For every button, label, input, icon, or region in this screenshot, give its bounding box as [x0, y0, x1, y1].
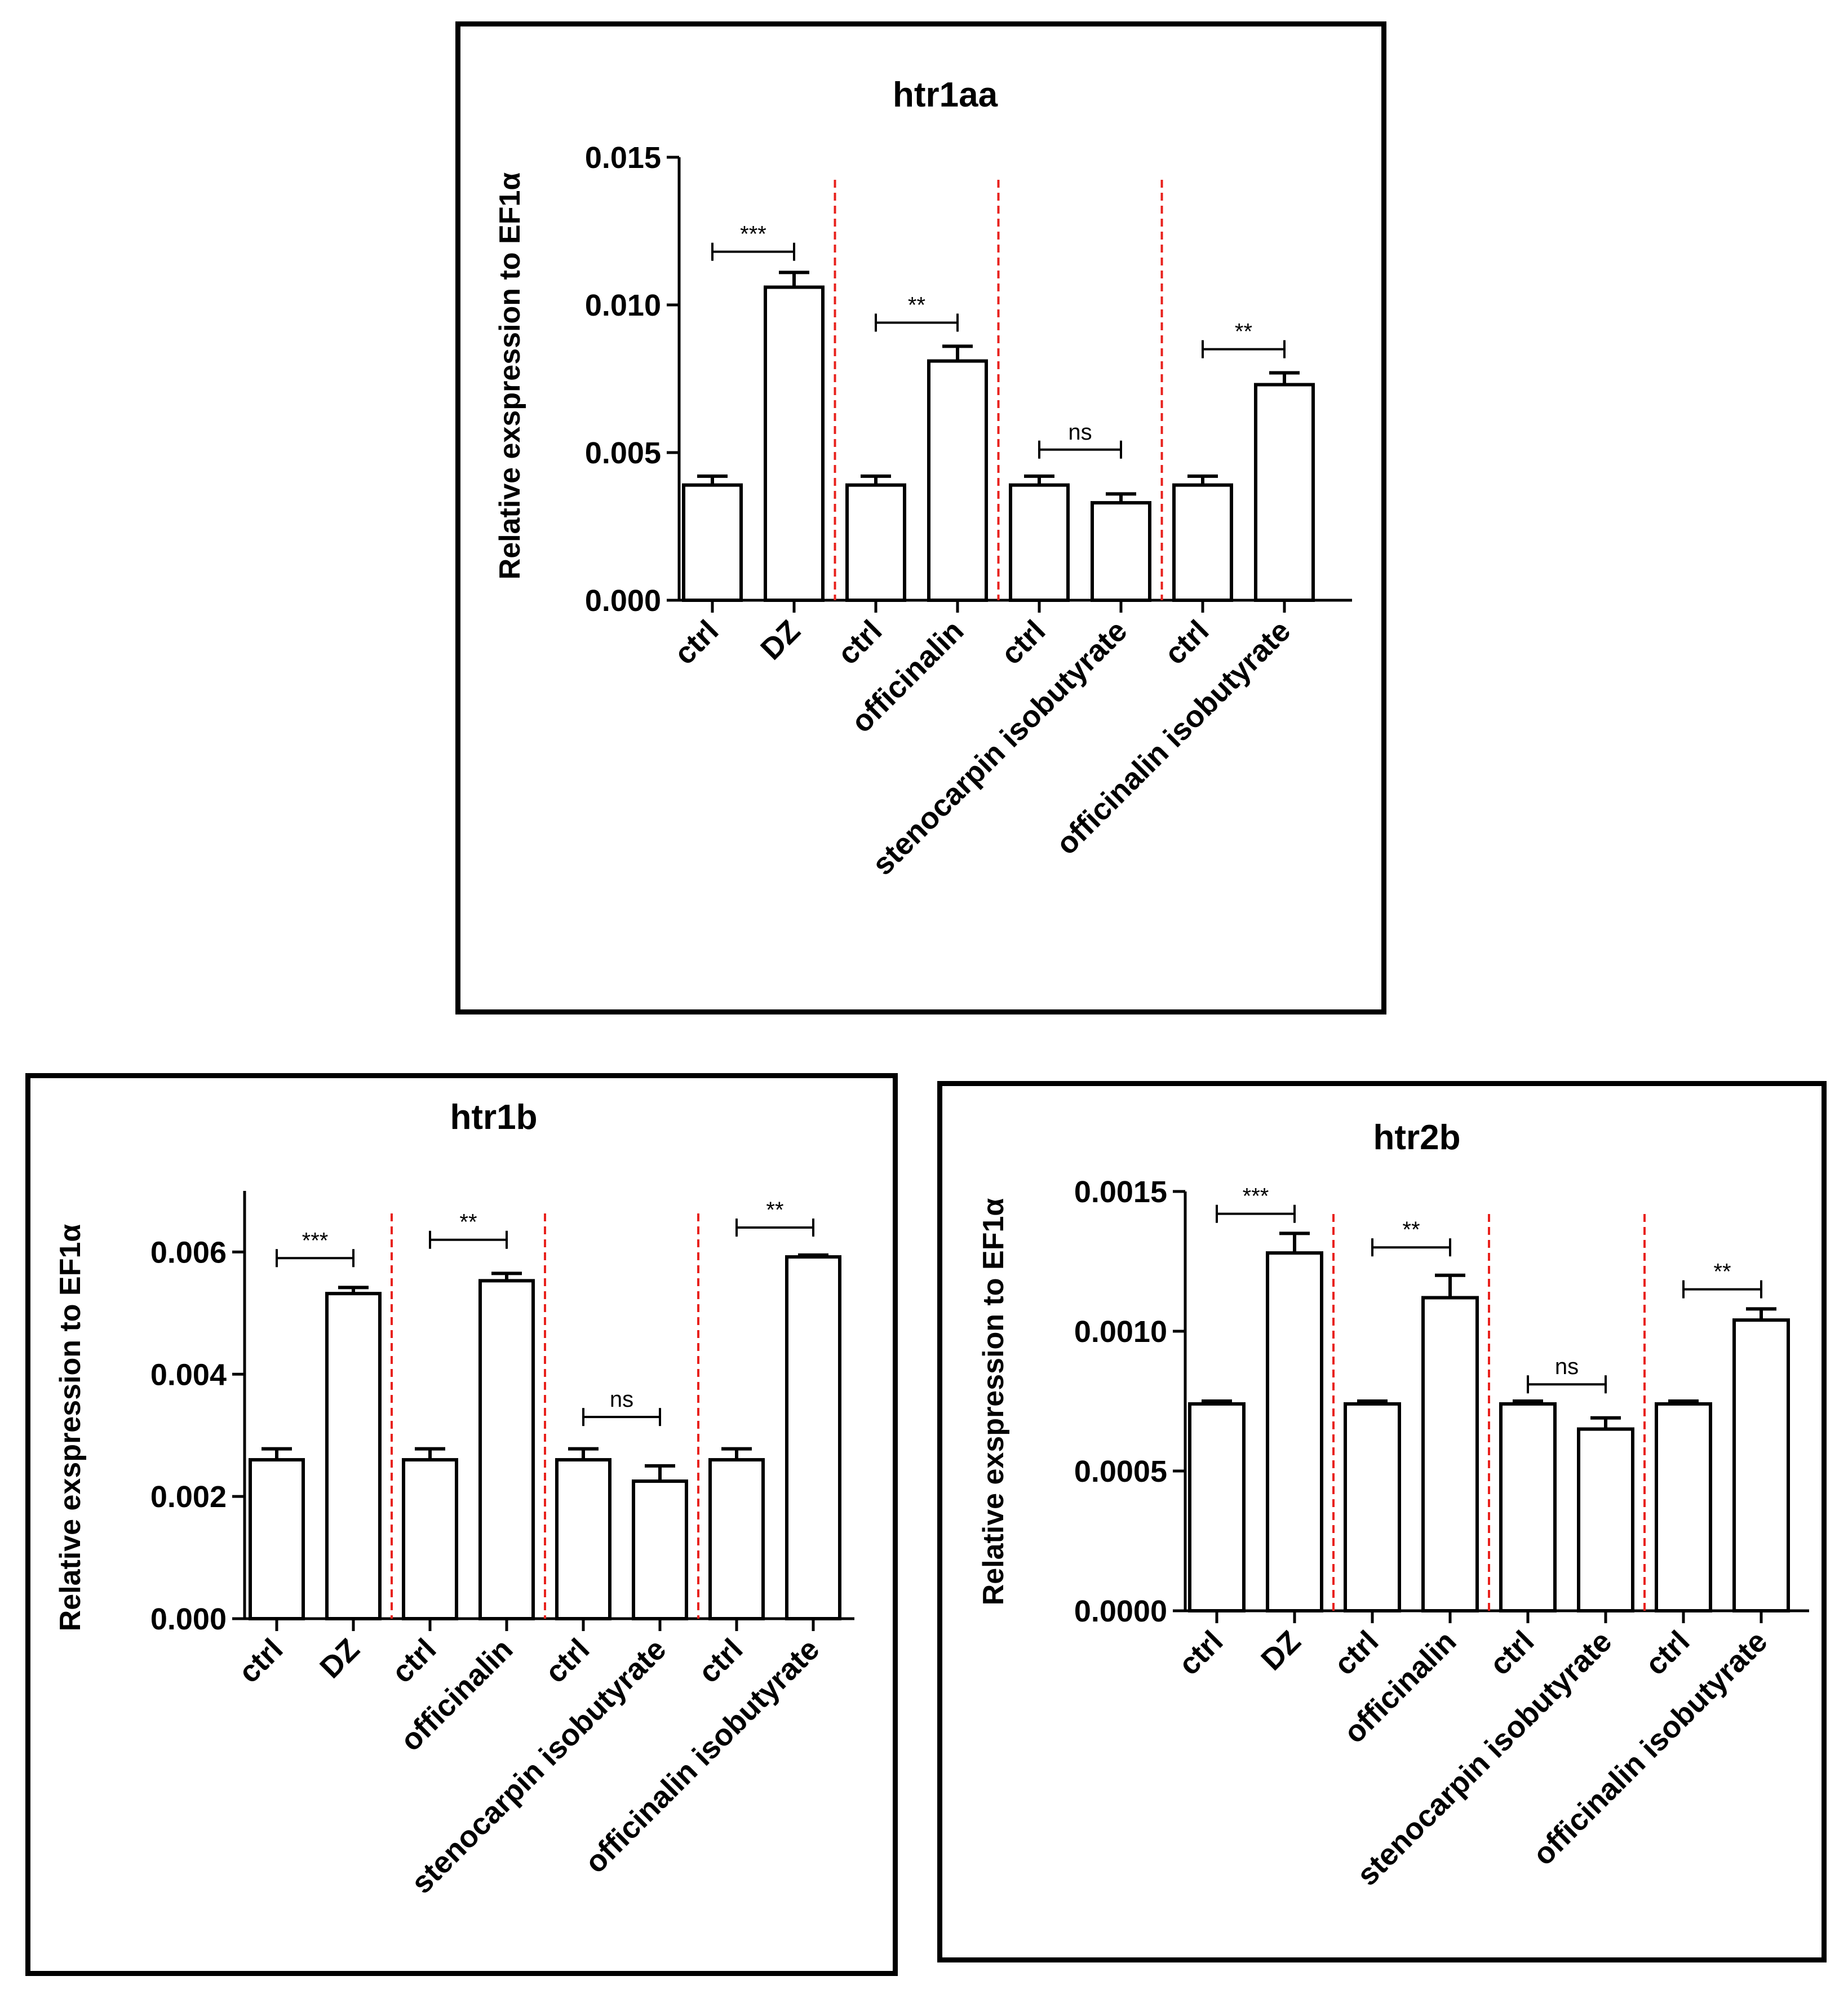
y-axis-label: Relative exspression to EF1α: [494, 172, 526, 580]
chart-htr2b: htr2b Relative exspression to EF1α 0.0000 0…: [977, 1118, 1809, 1892]
bar: [1091, 501, 1151, 602]
bar: [764, 285, 825, 602]
bar: [478, 1279, 535, 1620]
category-label: ctrl: [1158, 614, 1216, 671]
bar: [1499, 1402, 1557, 1613]
category-label: ctrl: [668, 614, 725, 671]
significance-label: ***: [740, 222, 766, 247]
category-label: ctrl: [831, 614, 889, 671]
bar: [402, 1458, 458, 1620]
significance-label: ns: [1555, 1354, 1579, 1379]
significance-label: ns: [610, 1387, 633, 1412]
category-label: DZ: [1255, 1624, 1307, 1677]
bar: [927, 359, 988, 602]
bar: [682, 483, 743, 602]
y-axis-label: Relative exspression to EF1α: [977, 1198, 1010, 1606]
chart-htr1aa: htr1aa Relative exspression to EF1α 0.000 0…: [494, 76, 1352, 881]
y-tick-label: 0.005: [585, 436, 661, 470]
significance-label: **: [1402, 1217, 1420, 1242]
bar: [325, 1292, 382, 1621]
category-label: DZ: [313, 1632, 366, 1685]
y-tick-label: 0.004: [150, 1358, 227, 1392]
category-label: ctrl: [692, 1632, 750, 1690]
bar: [1254, 383, 1315, 602]
bar: [1266, 1251, 1323, 1612]
chart-title: htr1b: [450, 1098, 538, 1137]
significance-label: ns: [1068, 420, 1092, 445]
significance-label: **: [459, 1210, 477, 1235]
bar: [1344, 1402, 1401, 1613]
bar: [785, 1255, 841, 1620]
chart-title: htr1aa: [893, 76, 998, 114]
chart-htr1b: htr1b Relative exspression to EF1α 0.000 0.…: [54, 1098, 854, 1900]
category-label: ctrl: [1172, 1624, 1230, 1682]
significance-label: ***: [1243, 1184, 1269, 1209]
chart-panel-htr1b: htr1b Relative exspression to EF1α 0.000 0.…: [25, 1073, 898, 1976]
bar: [845, 483, 906, 602]
y-tick-label: 0.010: [585, 289, 661, 322]
category-label: ctrl: [232, 1632, 290, 1690]
y-tick-label: 0.0000: [1074, 1594, 1167, 1628]
bar: [555, 1458, 611, 1620]
chart-panel-htr2b: htr2b Relative exspression to EF1α 0.0000 0…: [937, 1081, 1827, 1962]
bar: [1655, 1402, 1712, 1613]
bar: [1009, 483, 1070, 602]
category-label: ctrl: [995, 614, 1052, 671]
chart-panel-htr1aa: htr1aa Relative exspression to EF1α 0.000 0…: [455, 21, 1386, 1014]
category-label: ctrl: [1639, 1624, 1696, 1682]
category-label: ctrl: [1483, 1624, 1541, 1682]
significance-label: ***: [302, 1228, 329, 1253]
significance-label: **: [1235, 320, 1252, 344]
bar: [632, 1479, 688, 1620]
y-tick-label: 0.0005: [1074, 1455, 1167, 1488]
bar: [1577, 1427, 1634, 1612]
significance-label: **: [908, 293, 925, 317]
y-tick-label: 0.015: [585, 141, 661, 175]
y-tick-label: 0.000: [150, 1602, 227, 1636]
category-label: stenocarpin isobutyrate: [405, 1632, 672, 1900]
category-label: ctrl: [539, 1632, 596, 1690]
category-label: ctrl: [1328, 1624, 1385, 1682]
y-axis-label: Relative exspression to EF1α: [54, 1224, 87, 1632]
category-label: stenocarpin isobutyrate: [1350, 1624, 1618, 1892]
bar: [1188, 1402, 1246, 1613]
y-tick-label: 0.006: [150, 1235, 227, 1269]
category-label: ctrl: [385, 1632, 443, 1690]
bar: [708, 1458, 765, 1620]
chart-title: htr2b: [1373, 1118, 1461, 1157]
bar: [1172, 483, 1233, 602]
significance-label: **: [1713, 1260, 1731, 1284]
bar: [1421, 1296, 1479, 1613]
y-tick-label: 0.0015: [1074, 1175, 1167, 1209]
bar: [1732, 1318, 1790, 1613]
significance-label: **: [766, 1198, 783, 1222]
y-tick-label: 0.002: [150, 1480, 227, 1514]
y-tick-label: 0.0010: [1074, 1315, 1167, 1349]
bar: [249, 1458, 305, 1620]
y-tick-label: 0.000: [585, 584, 661, 618]
category-label: DZ: [754, 614, 806, 666]
